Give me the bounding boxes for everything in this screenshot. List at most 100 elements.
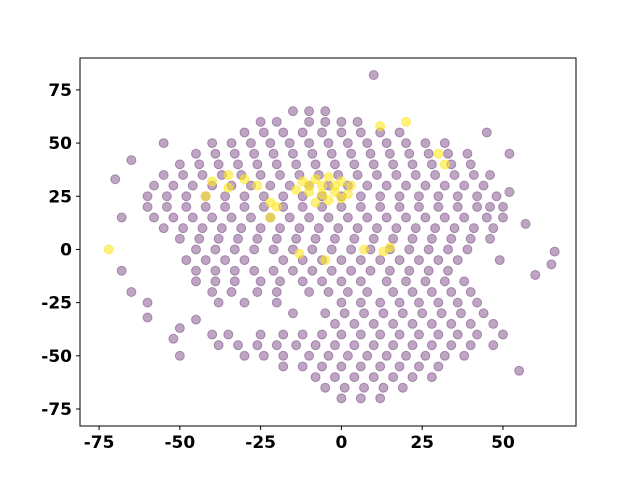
point [446,286,457,297]
point [142,312,153,323]
point [287,148,298,159]
point [168,180,179,191]
point [216,223,227,234]
point [375,201,386,212]
point [368,159,379,170]
point [191,314,202,325]
point [420,276,431,287]
point [478,180,489,191]
point [388,318,399,329]
point [423,265,434,276]
point [174,233,185,244]
point [362,350,373,361]
point [407,233,418,244]
point [126,286,137,297]
point [433,329,444,340]
point [278,329,289,340]
point [433,191,444,202]
point [326,148,337,159]
point [375,361,386,372]
point [336,201,347,212]
point [355,361,366,372]
point [397,308,408,319]
point [126,155,137,166]
point [359,308,370,319]
point [278,127,289,138]
point [233,340,244,351]
point [200,201,211,212]
point [174,159,185,170]
point [465,318,476,329]
point [339,308,350,319]
point [368,233,379,244]
point [452,297,463,308]
point [116,212,127,223]
point [197,223,208,234]
point [291,184,302,195]
point [459,180,470,191]
point [488,318,499,329]
point [472,329,483,340]
point [426,318,437,329]
point [275,223,286,234]
point [423,148,434,159]
point [336,255,347,266]
point [430,169,441,180]
point [245,138,256,149]
point [213,233,224,244]
point [381,138,392,149]
point [158,138,169,149]
point [329,318,340,329]
point [407,340,418,351]
point [158,169,169,180]
point [294,223,305,234]
point [423,244,434,255]
point [349,233,360,244]
point [362,180,373,191]
point [481,127,492,138]
point [252,159,263,170]
point [452,191,463,202]
point [339,382,350,393]
point [271,297,282,308]
point [326,265,337,276]
point [394,297,405,308]
point [497,201,508,212]
point [404,244,415,255]
x-tick-label: 25 [410,433,434,453]
point [413,201,424,212]
y-tick-label: 25 [48,187,72,207]
point [465,233,476,244]
point [148,212,159,223]
point [310,233,321,244]
point [233,233,244,244]
point [394,127,405,138]
point [226,138,237,149]
point [491,191,502,202]
point [355,297,366,308]
point [297,201,308,212]
y-tick-label: 50 [48,134,72,154]
plot-marks [103,70,560,404]
point [116,265,127,276]
point [278,361,289,372]
point [417,308,428,319]
point [346,265,357,276]
point [401,276,412,287]
point [485,201,496,212]
point [329,180,340,191]
point [249,148,260,159]
point [336,329,347,340]
point [504,187,515,198]
point [388,286,399,297]
point [375,297,386,308]
point [401,350,412,361]
point [329,372,340,383]
point [459,212,470,223]
point [420,350,431,361]
point [297,127,308,138]
point [233,159,244,170]
point [329,340,340,351]
